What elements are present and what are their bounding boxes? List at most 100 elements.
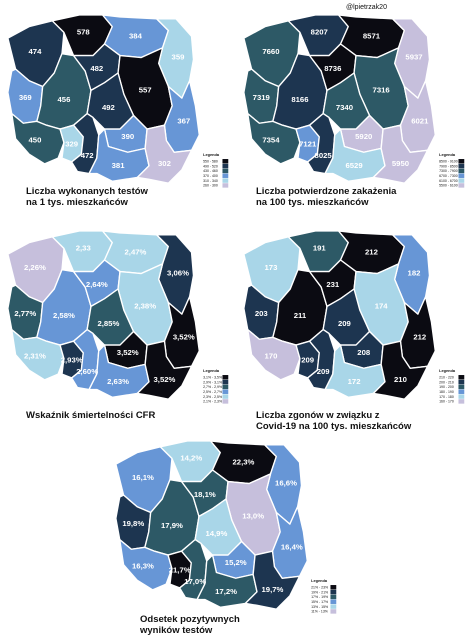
- legend-swatch: [222, 394, 229, 399]
- region-value-label: 14,2%: [180, 453, 202, 462]
- legend-label: 2,5% - 2,7%: [203, 390, 222, 394]
- region-value-label: 6021: [411, 116, 429, 125]
- region-value-label: 367: [177, 116, 190, 125]
- region-value-label: 5920: [355, 132, 372, 141]
- caption-deaths: Liczba zgonów w związku z Covid-19 na 10…: [256, 410, 411, 432]
- caption-tests-line2: na 1 tys. mieszkańców: [26, 197, 128, 208]
- legend-label: 190 - 200: [439, 385, 454, 389]
- legend-label: 8500 - 9100: [439, 160, 458, 164]
- legend: Legenda 21% - 23%19% - 21%17% - 19%15% - …: [311, 579, 337, 614]
- region-value-label: 5937: [405, 53, 422, 62]
- region-value-label: 359: [172, 53, 185, 62]
- region-podkarpackie: [372, 340, 429, 400]
- region-value-label: 329: [65, 140, 78, 149]
- region-value-label: 8207: [311, 27, 328, 36]
- legend-swatch: [222, 375, 229, 380]
- region-value-label: 170: [264, 352, 277, 361]
- map-regions: [115, 440, 308, 610]
- caption-cases: Liczba potwierdzone zakażenia na 100 tys…: [256, 186, 396, 208]
- region-value-label: 208: [357, 348, 371, 357]
- legend-label: 11% - 13%: [311, 610, 328, 614]
- caption-cfr: Wskaźnik śmiertelności CFR: [26, 410, 155, 421]
- region-value-label: 2,64%: [86, 280, 108, 289]
- legend-swatch: [458, 173, 465, 178]
- map-regions: [7, 230, 200, 400]
- region-value-label: 8166: [291, 95, 309, 104]
- legend-swatch: [330, 609, 337, 614]
- caption-deaths-line2: Covid-19 na 100 tys. mieszkańców: [256, 421, 412, 432]
- region-value-label: 3,06%: [167, 269, 189, 278]
- region-value-label: 14,9%: [205, 529, 227, 538]
- legend-label: 6700 - 7300: [439, 174, 458, 178]
- caption-positive-line1: Odsetek pozytywnych: [140, 614, 240, 625]
- region-value-label: 2,93%: [61, 356, 83, 365]
- region-value-label: 474: [28, 47, 42, 56]
- caption-deaths-line1: Liczba zgonów w związku z: [256, 410, 380, 421]
- region-podkarpackie: [136, 340, 193, 400]
- legend-swatch: [222, 379, 229, 385]
- region-value-label: 2,31%: [24, 352, 46, 361]
- author-handle: @lpietrzak20: [346, 4, 387, 11]
- region-value-label: 492: [102, 103, 115, 112]
- region-value-label: 2,47%: [125, 247, 147, 256]
- caption-cfr-line1: Wskaźnik śmiertelności CFR: [26, 410, 156, 421]
- region-value-label: 212: [365, 247, 378, 256]
- legend-swatch: [222, 384, 229, 390]
- legend-title: Legenda: [439, 369, 456, 373]
- legend-label: 210 - 220: [439, 376, 454, 380]
- legend-label: 6100 - 6700: [439, 179, 458, 183]
- region-value-label: 174: [375, 301, 389, 310]
- region-value-label: 15,2%: [225, 558, 247, 567]
- legend-title: Legenda: [311, 579, 328, 583]
- region-value-label: 3,52%: [154, 375, 176, 384]
- legend-swatch: [222, 168, 229, 174]
- legend-swatch: [458, 178, 465, 183]
- region-value-label: 191: [313, 243, 327, 252]
- legend: Legenda 3,1% - 3,5%2,9% - 3,1%2,7% - 2,9%…: [203, 369, 229, 404]
- region-value-label: 2,26%: [24, 263, 46, 272]
- map-panel-tests: 474 578 384 359 369 456 482 557 492 367 450 329 472 3…: [4, 10, 236, 194]
- region-value-label: 2,58%: [53, 311, 75, 320]
- region-value-label: 17,0%: [184, 577, 206, 586]
- caption-tests: Liczba wykonanych testów na 1 tys. miesz…: [26, 186, 148, 208]
- caption-positive: Odsetek pozytywnych wyników testów: [140, 614, 240, 636]
- legend-label: 2,3% - 2,5%: [203, 395, 222, 399]
- region-value-label: 203: [255, 309, 269, 318]
- region-value-label: 2,33: [76, 243, 92, 252]
- region-value-label: 22,3%: [233, 457, 255, 466]
- legend-swatch: [330, 594, 337, 600]
- region-value-label: 302: [158, 159, 171, 168]
- region-value-label: 482: [90, 64, 103, 73]
- region-podkarpackie: [244, 550, 301, 610]
- legend-label: 13% - 15%: [311, 605, 328, 609]
- region-value-label: 472: [81, 151, 94, 160]
- region-value-label: 7316: [373, 85, 391, 94]
- legend-swatch: [222, 399, 229, 404]
- region-value-label: 182: [408, 269, 421, 278]
- caption-cases-line2: na 100 tys. mieszkańców: [256, 197, 369, 208]
- legend-label: 200 - 210: [439, 380, 454, 384]
- region-value-label: 384: [129, 31, 143, 40]
- region-value-label: 5950: [392, 159, 409, 168]
- map-panel-deaths: 173 191 212 182 203 211 231 174 209 212 170 209 209 2…: [240, 226, 472, 410]
- legend-swatch: [458, 183, 465, 188]
- region-value-label: 172: [348, 377, 361, 386]
- region-value-label: 2,63%: [107, 377, 129, 386]
- caption-cases-line1: Liczba potwierdzone zakażenia: [256, 186, 397, 197]
- legend-label: 260 - 300: [203, 184, 218, 188]
- legend-title: Legenda: [439, 153, 456, 157]
- legend-swatch: [330, 585, 337, 590]
- region-podkarpackie: [372, 124, 429, 184]
- region-value-label: 8571: [363, 31, 381, 40]
- legend-swatch: [458, 394, 465, 399]
- legend-swatch: [222, 183, 229, 188]
- region-value-label: 211: [294, 311, 307, 320]
- map-regions: [243, 230, 436, 400]
- legend-swatch: [330, 604, 337, 609]
- map-panel-positive: 16,1% 14,2% 22,3% 16,6% 19,8% 17,9% 18,1% 13,0%…: [112, 436, 344, 620]
- legend-title: Legenda: [203, 153, 220, 157]
- region-value-label: 16,3%: [132, 562, 154, 571]
